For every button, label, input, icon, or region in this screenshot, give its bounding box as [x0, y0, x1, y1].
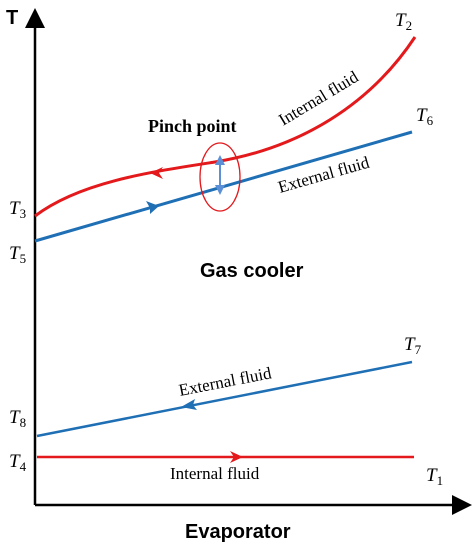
t1-label: T1 [426, 465, 443, 488]
ev-external-fluid-line [36, 360, 413, 438]
t8-label: T8 [9, 407, 26, 430]
gc-internal-flow-arrow [150, 167, 163, 179]
pinch-point-label: Pinch point [148, 116, 237, 136]
t6-label: T6 [416, 105, 434, 128]
gc-external-flow-arrow [146, 201, 159, 214]
ev-external-fluid-label: External fluid [177, 363, 273, 400]
ev-external-flow-arrow [181, 399, 197, 410]
ev-internal-flow-arrow [230, 451, 243, 463]
gas-cooler-label: Gas cooler [200, 260, 304, 282]
t2-label: T2 [395, 10, 412, 33]
y-axis-label: T [6, 7, 18, 29]
t7-label: T7 [404, 334, 422, 357]
gc-external-fluid-label: External fluid [276, 153, 372, 197]
x-axis-label: Evaporator [185, 521, 291, 543]
t4-label: T4 [9, 451, 27, 474]
t3-label: T3 [9, 198, 26, 221]
ev-internal-fluid-label: Internal fluid [170, 464, 260, 483]
gc-internal-fluid-label: Internal fluid [275, 67, 362, 129]
t5-label: T5 [9, 243, 26, 266]
pinch-point-ellipse [199, 142, 241, 212]
